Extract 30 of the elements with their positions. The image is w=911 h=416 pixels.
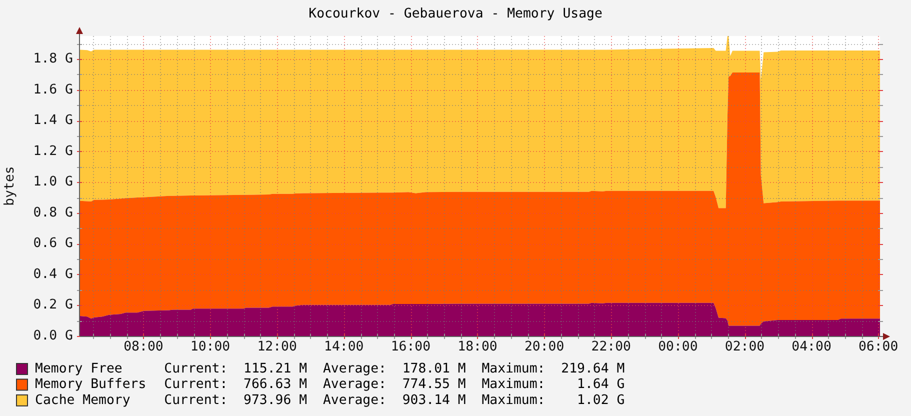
x-tick-label: 22:00 bbox=[591, 339, 632, 354]
y-tick-label: 0.0 G bbox=[33, 328, 74, 344]
x-tick-label: 14:00 bbox=[324, 339, 364, 354]
y-tick-label: 0.6 G bbox=[33, 236, 74, 252]
text: Current: 973.96 M Average: 903.14 M Maximum: 1.02 G bbox=[164, 392, 625, 408]
legend-label: Memory Buffers bbox=[35, 377, 146, 392]
x-tick-label: 10:00 bbox=[190, 339, 230, 354]
x-tick-label: 18:00 bbox=[458, 339, 498, 354]
legend-label: Memory Free bbox=[35, 361, 122, 376]
y-tick-label: 1.0 G bbox=[33, 174, 74, 190]
x-tick-label: 12:00 bbox=[257, 339, 297, 354]
x-tick-label: 00:00 bbox=[658, 339, 698, 354]
chart-title: Kocourkov - Gebauerova - Memory Usage bbox=[308, 6, 602, 22]
y-axis-title: bytes bbox=[2, 166, 18, 206]
y-tick-label: 0.4 G bbox=[33, 266, 74, 282]
x-tick-label: 02:00 bbox=[724, 339, 765, 354]
x-tick-label: 08:00 bbox=[124, 339, 164, 354]
y-tick-label: 1.8 G bbox=[33, 52, 74, 67]
legend-label: Cache Memory bbox=[35, 392, 130, 408]
y-tick-label: 1.2 G bbox=[33, 144, 74, 159]
y-tick-label: 0.2 G bbox=[33, 298, 74, 313]
x-tick-label: 20:00 bbox=[524, 339, 564, 354]
x-tick-label: 06:00 bbox=[858, 339, 898, 354]
y-tick-label: 0.8 G bbox=[33, 205, 74, 220]
y-tick-label: 1.6 G bbox=[33, 82, 74, 98]
y-tick-label: 1.4 G bbox=[33, 113, 74, 128]
x-tick-label: 04:00 bbox=[792, 339, 832, 354]
text: Current: 115.21 M Average: 178.01 M Maximum: 219.64 M bbox=[164, 361, 625, 376]
text: Current: 766.63 M Average: 774.55 M Maximum: 1.64 G bbox=[164, 377, 625, 392]
x-tick-label: 16:00 bbox=[390, 339, 431, 354]
